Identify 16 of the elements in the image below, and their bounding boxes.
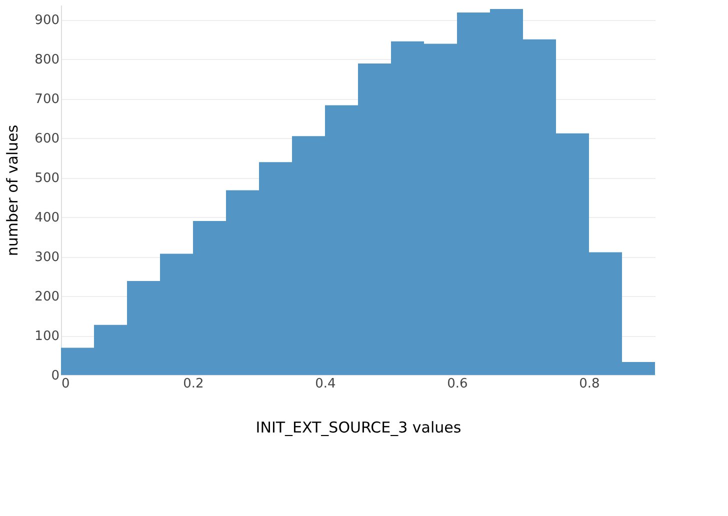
- x-tick-label: 0.8: [579, 376, 600, 392]
- x-tick-label: 0.4: [315, 376, 336, 392]
- x-tick-label: 0: [62, 376, 70, 392]
- y-tick-label: 600: [34, 132, 60, 147]
- y-tick-label: 400: [34, 210, 60, 226]
- y-tick-label: 800: [34, 52, 60, 68]
- x-tick-label: 0.2: [183, 376, 204, 392]
- y-tick-label: 900: [34, 13, 60, 28]
- x-axis-title: INIT_EXT_SOURCE_3 values: [256, 418, 462, 436]
- x-tick-label: 0.6: [447, 376, 468, 392]
- y-tick-label: 300: [34, 250, 60, 266]
- y-tick-label: 500: [34, 171, 60, 186]
- y-tick-label: 100: [34, 329, 60, 344]
- y-tick-label: 200: [34, 290, 60, 305]
- y-tick-label: 700: [34, 92, 60, 108]
- y-axis-title: number of values: [4, 124, 22, 256]
